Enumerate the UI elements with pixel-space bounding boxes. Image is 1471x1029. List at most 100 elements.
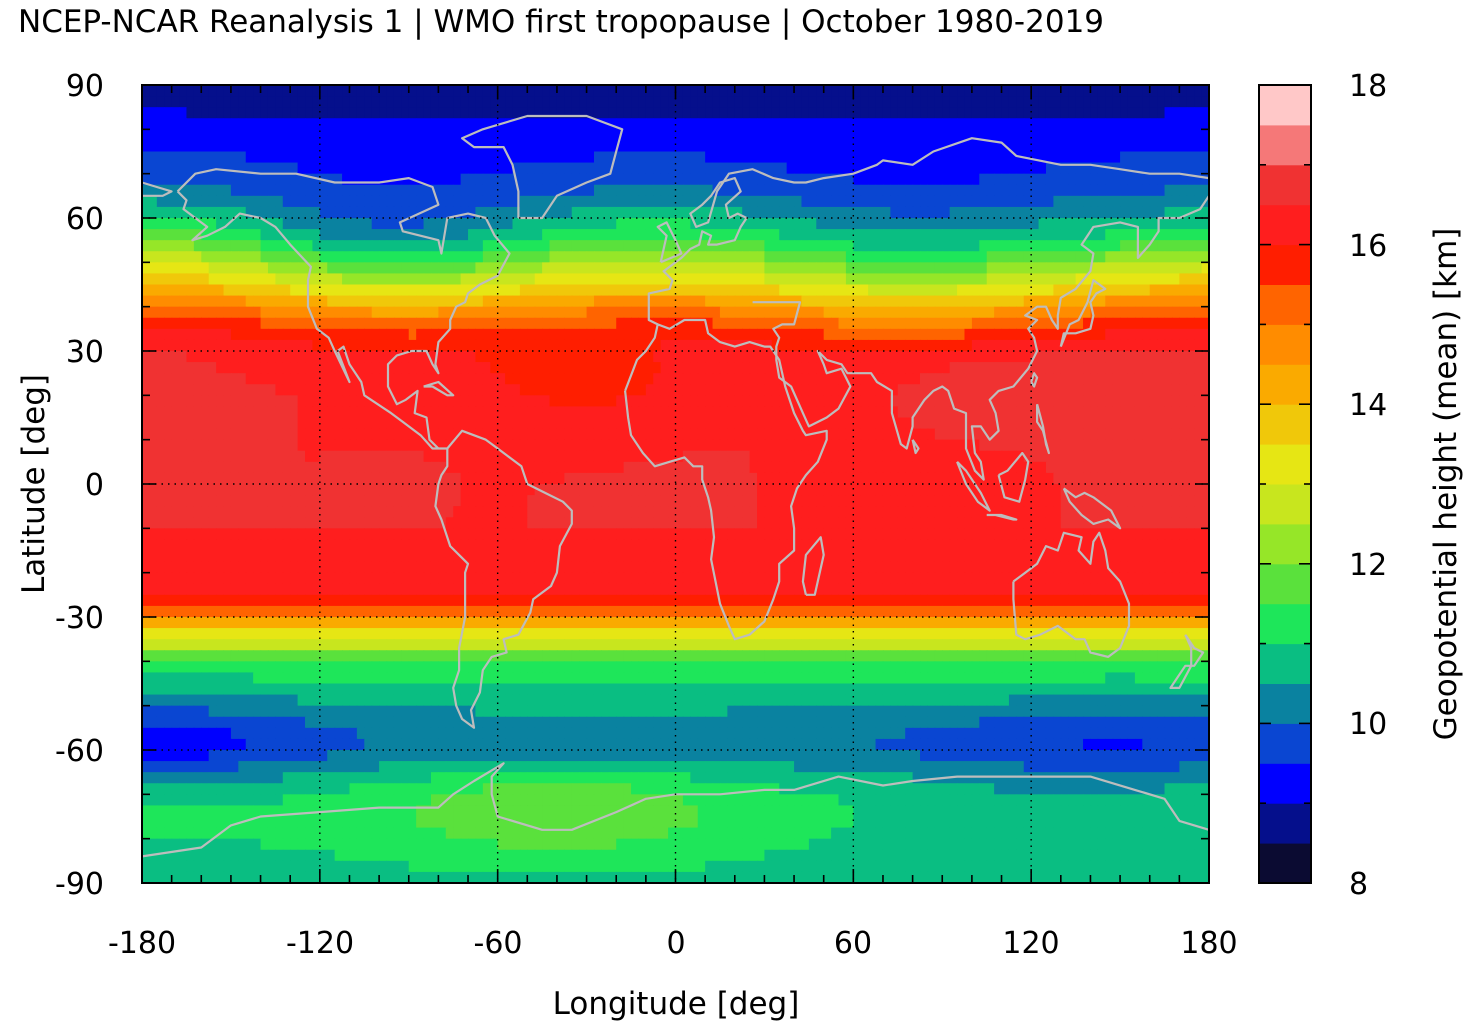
heatmap-cell [853, 362, 862, 374]
heatmap-cell [690, 151, 699, 164]
heatmap-cell [697, 351, 706, 363]
heatmap-cell [482, 328, 491, 341]
heatmap-cell [1001, 240, 1010, 252]
heatmap-cell [1038, 450, 1047, 463]
heatmap-cell [1186, 351, 1195, 363]
heatmap-cell [705, 284, 714, 297]
heatmap-cell [994, 395, 1003, 408]
heatmap-cell [416, 295, 425, 308]
heatmap-cell [660, 328, 669, 341]
heatmap-cell [719, 85, 728, 97]
heatmap-cell [631, 96, 640, 108]
heatmap-cell [675, 107, 684, 119]
heatmap-cell [1201, 173, 1210, 186]
heatmap-cell [1031, 184, 1040, 197]
heatmap-cell [156, 284, 165, 297]
heatmap-cell [890, 351, 899, 363]
heatmap-cell [216, 395, 225, 408]
heatmap-cell [327, 151, 336, 164]
heatmap-cell [831, 417, 840, 430]
heatmap-cell [571, 96, 580, 108]
heatmap-cell [964, 262, 973, 275]
heatmap-cell [505, 107, 514, 119]
heatmap-cell [1068, 273, 1077, 286]
heatmap-cell [164, 96, 173, 108]
heatmap-cell [920, 218, 929, 230]
heatmap-cell [638, 417, 647, 430]
heatmap-cell [631, 85, 640, 97]
heatmap-cell [719, 273, 728, 286]
heatmap-cell [1083, 450, 1092, 463]
heatmap-cell [1127, 284, 1136, 297]
heatmap-cell [845, 162, 854, 175]
heatmap-cell [253, 439, 262, 452]
heatmap-cell [149, 295, 158, 308]
heatmap-cell [416, 362, 425, 374]
heatmap-cell [734, 129, 743, 142]
heatmap-cell [208, 218, 217, 230]
heatmap-cell [1120, 284, 1129, 297]
heatmap-cell [416, 240, 425, 252]
heatmap-cell [949, 384, 958, 396]
heatmap-cell [1149, 151, 1158, 164]
heatmap-cell [927, 295, 936, 308]
heatmap-cell [986, 96, 995, 108]
heatmap-cell [571, 306, 580, 319]
heatmap-cell [934, 140, 943, 153]
heatmap-cell [608, 439, 617, 452]
heatmap-cell [186, 229, 195, 241]
heatmap-cell [831, 251, 840, 263]
heatmap-cell [808, 351, 817, 363]
heatmap-cell [438, 140, 447, 153]
heatmap-cell [882, 328, 891, 341]
heatmap-cell [771, 162, 780, 175]
heatmap-cell [230, 384, 239, 396]
heatmap-cell [749, 240, 758, 252]
heatmap-cell [682, 173, 691, 186]
heatmap-cell [675, 251, 684, 263]
heatmap-cell [875, 206, 884, 219]
heatmap-cell [305, 461, 314, 474]
heatmap-cell [757, 129, 766, 142]
heatmap-cell [379, 362, 388, 374]
heatmap-cell [475, 395, 484, 408]
heatmap-cell [275, 229, 284, 241]
heatmap-cell [564, 151, 573, 164]
heatmap-cell [1179, 173, 1188, 186]
heatmap-cell [230, 328, 239, 341]
heatmap-cell [1008, 251, 1017, 263]
heatmap-cell [786, 173, 795, 186]
heatmap-cell [253, 240, 262, 252]
heatmap-cell [142, 273, 151, 286]
heatmap-cell [1127, 195, 1136, 208]
heatmap-cell [512, 85, 521, 97]
heatmap-cell [1053, 118, 1062, 130]
heatmap-cell [712, 162, 721, 175]
heatmap-cell [171, 251, 180, 263]
heatmap-cell [675, 151, 684, 164]
heatmap-cell [690, 129, 699, 142]
heatmap-cell [801, 384, 810, 396]
heatmap-cell [771, 362, 780, 374]
heatmap-cell [890, 96, 899, 108]
heatmap-cell [675, 273, 684, 286]
heatmap-cell [416, 173, 425, 186]
heatmap-cell [349, 406, 358, 419]
heatmap-cell [875, 373, 884, 385]
heatmap-cell [779, 96, 788, 108]
heatmap-cell [823, 107, 832, 119]
heatmap-cell [979, 295, 988, 308]
heatmap-cell [1120, 351, 1129, 363]
heatmap-cell [223, 439, 232, 452]
heatmap-cell [1142, 118, 1151, 130]
heatmap-cell [438, 118, 447, 130]
heatmap-cell [786, 206, 795, 219]
heatmap-cell [1164, 229, 1173, 241]
heatmap-cell [771, 395, 780, 408]
heatmap-cell [571, 395, 580, 408]
heatmap-cell [230, 195, 239, 208]
heatmap-cell [1008, 184, 1017, 197]
heatmap-cell [1171, 273, 1180, 286]
heatmap-cell [727, 295, 736, 308]
heatmap-cell [201, 362, 210, 374]
